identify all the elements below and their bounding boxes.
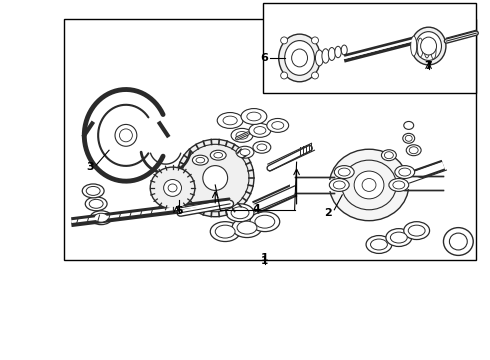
Ellipse shape <box>395 166 415 179</box>
Ellipse shape <box>366 235 392 253</box>
Ellipse shape <box>181 144 249 212</box>
Ellipse shape <box>354 171 384 199</box>
Ellipse shape <box>231 207 249 219</box>
Ellipse shape <box>408 225 425 236</box>
Ellipse shape <box>420 37 437 55</box>
Ellipse shape <box>250 212 280 231</box>
Ellipse shape <box>236 131 248 139</box>
Ellipse shape <box>411 36 416 56</box>
Ellipse shape <box>405 135 412 141</box>
Ellipse shape <box>203 166 228 190</box>
Ellipse shape <box>449 233 467 250</box>
Ellipse shape <box>389 179 409 192</box>
Ellipse shape <box>215 225 235 238</box>
Ellipse shape <box>236 146 254 158</box>
Ellipse shape <box>403 133 415 143</box>
Ellipse shape <box>312 72 318 79</box>
Text: 7: 7 <box>425 61 433 71</box>
Ellipse shape <box>424 40 430 58</box>
Ellipse shape <box>281 37 288 44</box>
Ellipse shape <box>443 228 473 255</box>
Ellipse shape <box>193 155 208 165</box>
Ellipse shape <box>385 152 393 159</box>
Text: 4: 4 <box>253 204 261 214</box>
Ellipse shape <box>210 150 226 160</box>
Ellipse shape <box>253 141 271 153</box>
Ellipse shape <box>86 186 100 195</box>
Ellipse shape <box>168 184 177 192</box>
Text: 6: 6 <box>260 53 268 63</box>
Ellipse shape <box>120 129 132 142</box>
Ellipse shape <box>285 41 315 75</box>
Ellipse shape <box>226 204 254 222</box>
Ellipse shape <box>335 46 341 58</box>
Ellipse shape <box>404 121 414 129</box>
Ellipse shape <box>406 145 421 156</box>
Ellipse shape <box>279 34 320 82</box>
Bar <box>64 19 476 260</box>
Ellipse shape <box>249 123 271 137</box>
Ellipse shape <box>416 32 441 60</box>
Ellipse shape <box>90 211 112 225</box>
Ellipse shape <box>240 149 250 156</box>
Ellipse shape <box>431 42 436 59</box>
Ellipse shape <box>404 222 430 239</box>
Ellipse shape <box>322 49 329 63</box>
Text: 1: 1 <box>261 253 269 264</box>
Ellipse shape <box>393 181 405 189</box>
Ellipse shape <box>257 144 267 150</box>
Ellipse shape <box>272 122 284 129</box>
Ellipse shape <box>316 50 323 66</box>
Ellipse shape <box>370 239 388 250</box>
Ellipse shape <box>399 168 411 176</box>
Ellipse shape <box>232 218 262 238</box>
Ellipse shape <box>231 129 253 142</box>
Ellipse shape <box>255 215 275 228</box>
Ellipse shape <box>164 180 181 196</box>
Ellipse shape <box>342 160 396 210</box>
Ellipse shape <box>176 139 254 217</box>
Ellipse shape <box>267 118 289 132</box>
Ellipse shape <box>94 213 108 222</box>
Ellipse shape <box>386 229 412 247</box>
Ellipse shape <box>237 221 257 234</box>
Ellipse shape <box>223 116 237 125</box>
Ellipse shape <box>214 153 222 158</box>
Ellipse shape <box>329 179 349 192</box>
Ellipse shape <box>312 37 318 44</box>
Ellipse shape <box>82 184 104 198</box>
Ellipse shape <box>292 49 308 67</box>
Ellipse shape <box>391 232 407 243</box>
Ellipse shape <box>254 127 266 134</box>
Ellipse shape <box>281 72 288 79</box>
Ellipse shape <box>417 38 423 57</box>
Ellipse shape <box>196 157 205 163</box>
Bar <box>263 3 476 93</box>
Text: 3: 3 <box>87 162 94 172</box>
Ellipse shape <box>341 45 347 55</box>
Ellipse shape <box>409 147 418 154</box>
Ellipse shape <box>381 150 396 161</box>
Text: 2: 2 <box>324 208 332 218</box>
Ellipse shape <box>115 125 137 146</box>
Ellipse shape <box>334 166 354 179</box>
Ellipse shape <box>217 113 243 129</box>
Text: 1: 1 <box>261 256 269 266</box>
Ellipse shape <box>85 197 107 211</box>
Ellipse shape <box>329 149 409 221</box>
Ellipse shape <box>338 168 350 176</box>
Text: 5: 5 <box>175 206 182 216</box>
Ellipse shape <box>362 179 376 192</box>
Ellipse shape <box>210 222 240 242</box>
Ellipse shape <box>333 181 345 189</box>
Ellipse shape <box>247 112 261 121</box>
Ellipse shape <box>150 167 195 209</box>
Ellipse shape <box>411 27 446 65</box>
Ellipse shape <box>89 199 103 208</box>
Ellipse shape <box>241 109 267 125</box>
Ellipse shape <box>328 48 335 60</box>
